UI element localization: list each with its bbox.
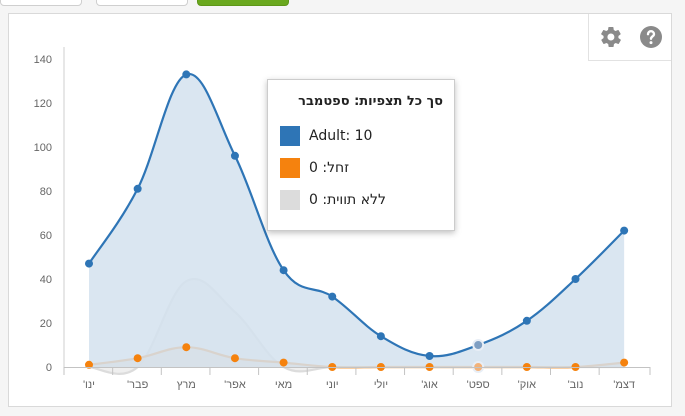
tooltip-swatch-unlabeled — [280, 190, 300, 210]
series-area-0 — [89, 73, 625, 367]
point-s1-0 — [85, 360, 93, 369]
x-tick-label-1: פבר' — [127, 379, 149, 391]
tooltip-title: סך כל תצפיות: ספטמבר — [298, 94, 443, 109]
gear-icon[interactable] — [599, 25, 623, 49]
top-button-1[interactable] — [0, 0, 82, 6]
x-tick-label-0: ינו' — [83, 379, 95, 391]
x-tick-label-4: מאי — [275, 379, 292, 391]
top-button-primary[interactable] — [197, 0, 289, 6]
tooltip-row-unlabeled: ללא תווית: 0 — [280, 190, 444, 210]
x-tick-label-7: אוג' — [421, 379, 438, 391]
point-s0-9 — [522, 316, 531, 325]
help-icon[interactable] — [639, 25, 663, 49]
x-tick-label-9: אוק' — [518, 379, 536, 391]
point-s0-7 — [425, 352, 434, 360]
x-tick-label-5: יוני — [326, 379, 339, 391]
tooltip-row-larva: זחל: 0 — [280, 158, 444, 178]
point-s1-1 — [133, 354, 142, 363]
tooltip-row-adult: Adult: 10 — [280, 126, 444, 146]
y-tick-label-2: 40 — [40, 274, 52, 286]
point-s0-1 — [133, 184, 142, 193]
chart-toolbox — [588, 14, 671, 61]
y-tick-label-6: 120 — [34, 98, 52, 110]
x-tick-label-10: נוב' — [568, 379, 584, 391]
chart-tooltip: סך כל תצפיות: ספטמבר Adult: 10 זחל: 0 לל… — [267, 79, 455, 231]
y-tick-label-0: 0 — [46, 362, 52, 374]
x-tick-label-11: דצמ' — [613, 379, 635, 391]
tooltip-label-unlabeled: ללא תווית: 0 — [309, 192, 386, 208]
point-s0-5 — [328, 292, 337, 301]
tooltip-label-larva: זחל: 0 — [309, 160, 350, 176]
x-tick-label-3: אפר' — [224, 379, 246, 391]
y-tick-label-3: 60 — [40, 230, 52, 242]
point-s0-2 — [182, 70, 191, 79]
x-tick-label-6: יולי — [374, 378, 388, 391]
y-tick-label-5: 100 — [34, 142, 52, 154]
point-s1-3 — [230, 354, 239, 363]
tooltip-swatch-larva — [280, 158, 300, 178]
tooltip-swatch-adult — [280, 126, 300, 146]
top-button-2[interactable] — [96, 0, 188, 6]
point-s0-3 — [230, 151, 239, 160]
x-tick-label-2: מרץ — [177, 379, 196, 391]
point-s0-6 — [376, 332, 385, 341]
point-s0-8 — [472, 339, 485, 351]
point-s0-10 — [571, 275, 580, 283]
observations-chart: 0 20 40 60 80 100 120 140 ינו' פבר' מרץ אפר' מאי יוני… — [34, 47, 651, 391]
point-s1-11 — [620, 358, 629, 367]
point-s1-2 — [182, 343, 191, 352]
x-tick-label-8: ספט' — [467, 379, 490, 391]
tooltip-label-adult: Adult: 10 — [309, 128, 373, 144]
y-tick-label-1: 20 — [40, 318, 52, 330]
point-s0-11 — [620, 226, 629, 235]
point-s0-0 — [85, 259, 93, 268]
point-s0-4 — [279, 266, 288, 275]
y-tick-label-4: 80 — [40, 186, 52, 198]
y-tick-label-7: 140 — [34, 54, 52, 66]
point-s1-4 — [279, 358, 288, 367]
chart-panel: 0 20 40 60 80 100 120 140 ינו' פבר' מרץ אפר' מאי יוני… — [8, 13, 672, 407]
